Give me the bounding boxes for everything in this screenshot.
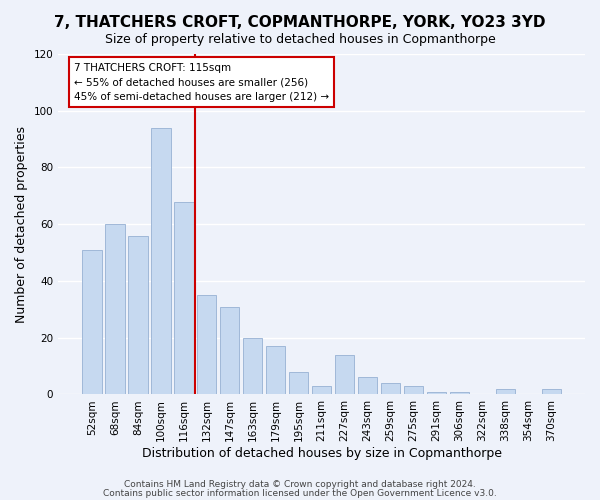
Bar	[174, 202, 194, 394]
Text: 7 THATCHERS CROFT: 115sqm
← 55% of detached houses are smaller (256)
45% of semi: 7 THATCHERS CROFT: 115sqm ← 55% of detac…	[74, 62, 329, 102]
Bar	[312, 386, 331, 394]
Bar	[197, 295, 217, 394]
Bar	[358, 378, 377, 394]
Text: 7, THATCHERS CROFT, COPMANTHORPE, YORK, YO23 3YD: 7, THATCHERS CROFT, COPMANTHORPE, YORK, …	[54, 15, 546, 30]
Text: Contains public sector information licensed under the Open Government Licence v3: Contains public sector information licen…	[103, 488, 497, 498]
Y-axis label: Number of detached properties: Number of detached properties	[15, 126, 28, 322]
Text: Size of property relative to detached houses in Copmanthorpe: Size of property relative to detached ho…	[104, 32, 496, 46]
Bar	[427, 392, 446, 394]
Bar	[82, 250, 101, 394]
Bar	[449, 392, 469, 394]
Bar	[105, 224, 125, 394]
Text: Contains HM Land Registry data © Crown copyright and database right 2024.: Contains HM Land Registry data © Crown c…	[124, 480, 476, 489]
X-axis label: Distribution of detached houses by size in Copmanthorpe: Distribution of detached houses by size …	[142, 447, 502, 460]
Bar	[335, 354, 355, 395]
Bar	[151, 128, 170, 394]
Bar	[266, 346, 286, 395]
Bar	[243, 338, 262, 394]
Bar	[542, 389, 561, 394]
Bar	[381, 383, 400, 394]
Bar	[128, 236, 148, 394]
Bar	[220, 306, 239, 394]
Bar	[404, 386, 423, 394]
Bar	[289, 372, 308, 394]
Bar	[496, 389, 515, 394]
